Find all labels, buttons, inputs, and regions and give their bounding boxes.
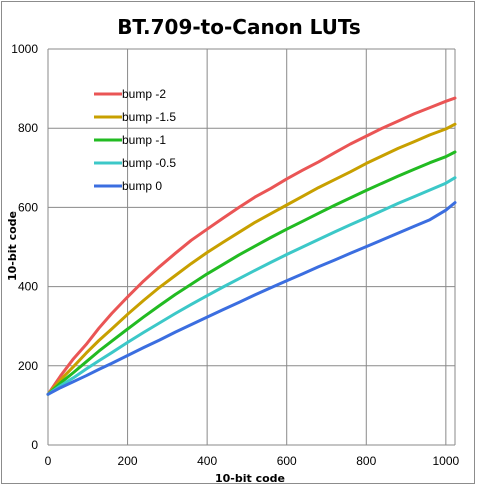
series-line-1 <box>46 122 457 396</box>
legend-label-4: bump 0 <box>122 179 162 193</box>
x-axis-label: 10-bit code <box>215 472 285 485</box>
y-tick-label: 1000 <box>11 42 38 56</box>
series-line-0 <box>46 96 457 396</box>
y-tick-label: 400 <box>18 280 38 294</box>
series-line-2 <box>46 150 457 396</box>
series-line-4 <box>46 201 457 396</box>
x-tick-label: 600 <box>277 454 297 468</box>
legend: bump -2 bump -1.5 bump -1 bump -0.5 bump 0 <box>94 87 176 193</box>
x-tick-label: 200 <box>118 454 138 468</box>
series-lines <box>46 96 457 396</box>
series-line-3 <box>46 176 457 396</box>
chart-title: BT.709-to-Canon LUTs <box>117 15 361 39</box>
legend-label-0: bump -2 <box>122 87 166 101</box>
legend-label-2: bump -1 <box>122 133 166 147</box>
y-tick-label: 800 <box>18 121 38 135</box>
x-tick-label: 1000 <box>432 454 459 468</box>
legend-label-1: bump -1.5 <box>122 110 176 124</box>
x-tick-label: 400 <box>197 454 217 468</box>
y-axis-label: 10-bit code <box>6 211 19 281</box>
y-tick-label: 600 <box>18 200 38 214</box>
grid <box>47 48 456 446</box>
y-tick-label: 200 <box>18 359 38 373</box>
x-tick-label: 0 <box>45 454 52 468</box>
tick-labels: 0 200 400 600 800 1000 0 200 400 600 800 1000 <box>11 42 459 468</box>
legend-label-3: bump -0.5 <box>122 156 176 170</box>
x-tick-label: 800 <box>356 454 376 468</box>
y-tick-label: 0 <box>31 438 38 452</box>
